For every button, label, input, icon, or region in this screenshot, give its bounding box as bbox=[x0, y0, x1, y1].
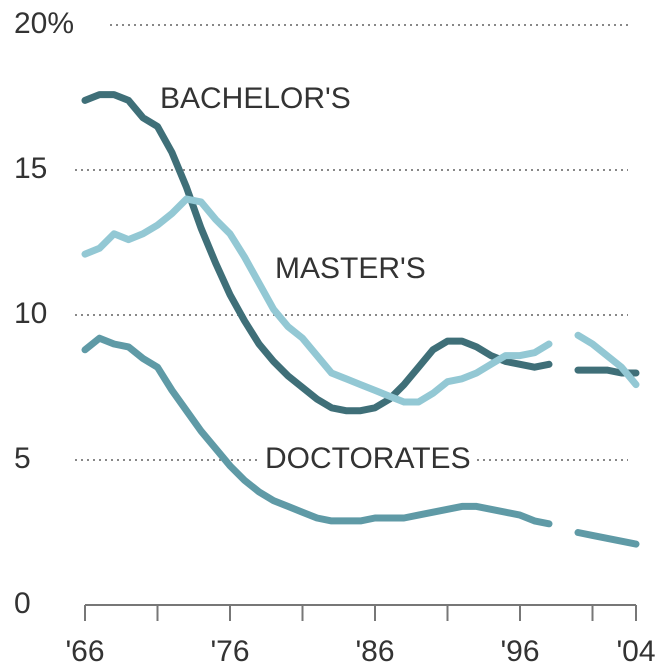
series-line bbox=[574, 529, 640, 548]
x-tick-label: '04 bbox=[616, 635, 655, 668]
y-tick-label: 20% bbox=[14, 7, 74, 40]
y-tick-label: 15 bbox=[14, 152, 47, 185]
series-line bbox=[574, 331, 640, 389]
series-line bbox=[81, 195, 553, 406]
y-tick-label: 0 bbox=[14, 587, 31, 620]
y-tick-label: 10 bbox=[14, 297, 47, 330]
series-label-bg bbox=[156, 82, 355, 118]
x-tick-label: '66 bbox=[65, 635, 104, 668]
series-label: MASTER'S bbox=[275, 252, 426, 285]
y-tick-label: 5 bbox=[14, 442, 31, 475]
series-line bbox=[81, 91, 553, 415]
x-tick-label: '76 bbox=[210, 635, 249, 668]
x-tick-label: '96 bbox=[500, 635, 539, 668]
series-label: BACHELOR'S bbox=[160, 82, 351, 115]
series-label-bg bbox=[271, 252, 430, 288]
series-label: DOCTORATES bbox=[265, 442, 471, 475]
x-tick-label: '86 bbox=[355, 635, 394, 668]
series-label-bg bbox=[261, 442, 475, 478]
series-line bbox=[81, 334, 553, 528]
